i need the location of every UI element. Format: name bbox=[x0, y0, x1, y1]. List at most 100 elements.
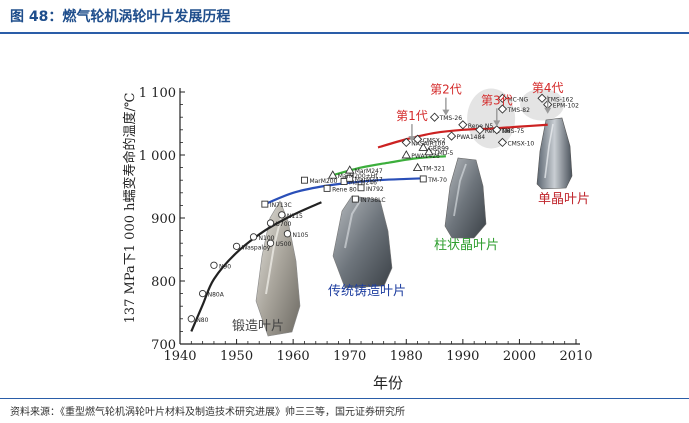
forged-point bbox=[187, 315, 195, 323]
single-point bbox=[475, 125, 485, 135]
point-label: TMS-26 bbox=[439, 115, 463, 122]
point-label: PWA1484 bbox=[457, 134, 486, 141]
title-rule bbox=[0, 32, 689, 34]
x-tick-label: 2010 bbox=[559, 349, 592, 364]
point-label: U700 bbox=[276, 221, 292, 228]
point-label: GRR99 bbox=[428, 145, 449, 152]
point-label: MarM247 bbox=[355, 168, 383, 175]
gen4-band bbox=[520, 88, 565, 121]
forged-point bbox=[232, 242, 241, 251]
y-axis-title: 137 MPa下1 000 h蠕变寿命的温度/℃ bbox=[122, 93, 138, 324]
point-label: TMS-75 bbox=[501, 128, 525, 135]
point-label: CMSX-2 bbox=[423, 137, 446, 144]
single-point bbox=[401, 137, 411, 148]
y-tick-label: 1 100 bbox=[139, 86, 176, 101]
single-crystal-blade-picture bbox=[536, 117, 573, 190]
columnar-point bbox=[327, 170, 338, 179]
point-label: MarM200+Hf bbox=[338, 173, 378, 180]
single-point bbox=[458, 120, 468, 130]
x-tick-label: 1950 bbox=[220, 349, 253, 364]
gen1-label: 第1代 bbox=[396, 109, 428, 123]
point-label: TMS-82 bbox=[506, 107, 530, 114]
point-label: U500 bbox=[276, 241, 292, 248]
gen2-arrow-head bbox=[442, 109, 450, 116]
point-label: Waspaloy bbox=[242, 244, 271, 251]
forged-point bbox=[278, 211, 286, 219]
footer-rule bbox=[0, 398, 689, 399]
y-tick-label: 700 bbox=[151, 338, 176, 353]
columnar-blade-picture bbox=[444, 157, 487, 239]
point-label: N80A bbox=[208, 292, 225, 299]
columnar-point bbox=[424, 146, 434, 156]
y-tick-label: 900 bbox=[151, 212, 176, 227]
point-label: N100 bbox=[259, 235, 275, 242]
single-point bbox=[497, 104, 508, 114]
x-tick-label: 1980 bbox=[390, 349, 423, 364]
gen4-arrow-head bbox=[544, 107, 552, 114]
single-point bbox=[537, 93, 547, 103]
x-tick-label: 1940 bbox=[163, 349, 196, 364]
point-label: Rene 80 bbox=[332, 186, 357, 193]
cast-blade-label: 传统铸造叶片 bbox=[328, 283, 406, 299]
cast-point bbox=[301, 176, 308, 184]
single-point bbox=[412, 134, 423, 144]
cast-point bbox=[419, 175, 427, 183]
point-label: N105 bbox=[292, 232, 308, 239]
point-label: NASAIR100 bbox=[411, 140, 445, 147]
columnar-point bbox=[344, 165, 355, 174]
single-point bbox=[497, 137, 508, 148]
x-tick-label: 2000 bbox=[503, 349, 536, 364]
gen4-label: 第4代 bbox=[532, 81, 564, 95]
forged-point bbox=[249, 233, 258, 241]
point-label: N115 bbox=[287, 213, 303, 220]
gen1-arrow-head bbox=[408, 136, 416, 143]
cast-point bbox=[357, 184, 365, 192]
cast-point bbox=[351, 195, 359, 203]
point-label: MarM200 bbox=[309, 178, 337, 185]
forged-point bbox=[283, 230, 292, 238]
source-note: 资料来源：《重型燃气轮机涡轮叶片材料及制造技术研究进展》帅三三等，国元证券研究所 bbox=[10, 407, 405, 418]
single-point bbox=[492, 125, 502, 135]
cast-point bbox=[323, 184, 331, 192]
point-label: N90 bbox=[219, 263, 231, 270]
forged-point bbox=[266, 219, 275, 227]
gen3-arrow-head bbox=[493, 120, 501, 127]
forged-point bbox=[266, 239, 275, 247]
figure-title: 图 48：燃气轮机涡轮叶片发展历程 bbox=[10, 9, 231, 25]
y-tick-label: 800 bbox=[151, 275, 176, 290]
columnar-point bbox=[418, 142, 429, 151]
blade-illustrations bbox=[255, 117, 573, 337]
single-crystal-blade-label: 单晶叶片 bbox=[538, 192, 590, 207]
y-tick-label: 1 000 bbox=[139, 149, 176, 164]
point-label: CMSX-10 bbox=[507, 140, 534, 147]
point-label: PWA1426 bbox=[411, 153, 440, 160]
x-tick-label: 1960 bbox=[277, 349, 310, 364]
forged-trend-curve bbox=[190, 201, 322, 332]
single-point bbox=[497, 93, 508, 103]
columnar-blade-label: 柱状晶叶片 bbox=[434, 238, 499, 253]
point-label: MC-NG bbox=[507, 96, 528, 103]
point-label: MarM247 bbox=[355, 176, 383, 183]
forged-blade-label: 锻造叶片 bbox=[232, 319, 284, 334]
point-label: TMS-162 bbox=[546, 96, 573, 103]
single-point bbox=[446, 131, 457, 141]
point-label: IN792 bbox=[366, 186, 384, 193]
point-label: TMD-5 bbox=[433, 150, 454, 157]
x-axis-title: 年份 bbox=[373, 374, 403, 392]
point-label: N80 bbox=[196, 317, 208, 324]
turbine-blade-chart: 1940 1950 1960 1970 1980 1990 2000 2010 700 800 90… bbox=[122, 81, 593, 392]
cast-point bbox=[261, 200, 269, 208]
columnar-point bbox=[401, 150, 412, 159]
point-label: TM-70 bbox=[427, 177, 447, 184]
forged-point bbox=[210, 261, 218, 269]
columnar-point bbox=[412, 162, 423, 172]
point-label: EPM-102 bbox=[553, 103, 579, 110]
gen3-label: 第3代 bbox=[481, 93, 513, 107]
point-label: IN713C bbox=[270, 202, 292, 209]
x-tick-label: 1970 bbox=[333, 349, 366, 364]
axes: 1940 1950 1960 1970 1980 1990 2000 2010 700 800 90… bbox=[139, 86, 593, 364]
forged-point bbox=[198, 289, 207, 298]
point-label: TM-321 bbox=[422, 166, 446, 173]
